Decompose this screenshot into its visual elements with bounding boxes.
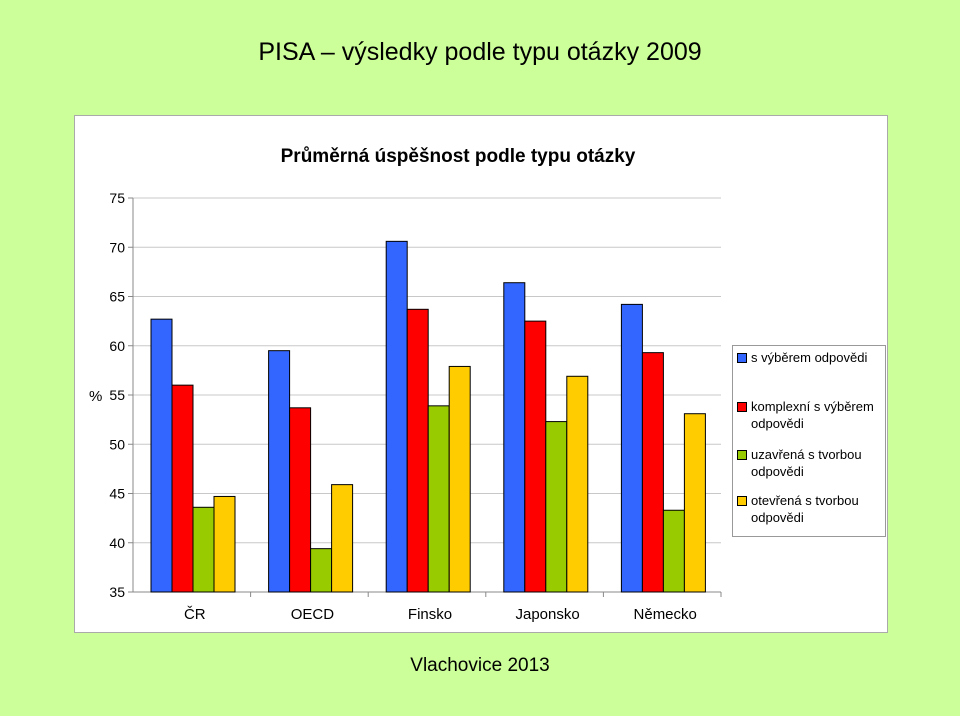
bar-3-4 <box>545 421 568 593</box>
slide-title: PISA – výsledky podle typu otázky 2009 <box>258 38 702 66</box>
y-tick-label: 65 <box>109 289 125 305</box>
y-tick-label: 35 <box>109 584 125 600</box>
x-tick-label: ČR <box>184 606 206 623</box>
y-tick-label: 70 <box>109 239 125 255</box>
y-tick-label: 75 <box>109 190 125 206</box>
bar-chart: Průměrná úspěšnost podle typu otázky 35 40… <box>89 146 722 623</box>
bar-4-2 <box>331 484 354 593</box>
y-tick-label: 60 <box>109 338 125 354</box>
bar-4-1 <box>213 495 236 593</box>
bar-2-2 <box>289 407 312 593</box>
bar-3-2 <box>310 548 333 593</box>
bar-4-4 <box>566 375 589 593</box>
chart-legend: s výběrem odpovědi komplexní s výběrem od… <box>732 345 886 537</box>
x-tick-label: Japonsko <box>515 606 579 623</box>
x-tick-label: OECD <box>291 606 335 623</box>
x-tick-label: Německo <box>634 606 697 623</box>
y-tick-label: 40 <box>109 535 125 551</box>
bar-3-1 <box>192 506 215 593</box>
footer-text: Vlachovice 2013 <box>410 655 550 676</box>
legend-swatch <box>737 353 747 363</box>
bar-1-2 <box>268 350 291 593</box>
bar-3-3 <box>427 405 450 593</box>
x-tick-label: Finsko <box>408 606 452 623</box>
bar-1-5 <box>620 303 643 593</box>
bar-2-1 <box>171 384 194 593</box>
legend-label: otevřená s tvorbou odpovědi <box>751 493 859 525</box>
bar-1-1 <box>150 318 173 593</box>
legend-swatch <box>737 496 747 506</box>
bar-1-3 <box>385 240 408 593</box>
bar-3-5 <box>662 509 685 593</box>
legend-swatch <box>737 450 747 460</box>
bar-1-4 <box>503 282 526 593</box>
y-axis-label: % <box>89 388 102 405</box>
y-tick-label: 45 <box>109 486 125 502</box>
bar-2-3 <box>406 308 429 593</box>
chart-title: Průměrná úspěšnost podle typu otázky <box>281 146 636 167</box>
bar-4-3 <box>448 365 471 593</box>
y-tick-label: 50 <box>109 436 125 452</box>
legend-swatch <box>737 402 747 412</box>
y-tick-label: 55 <box>109 387 125 403</box>
legend-label: uzavřená s tvorbou odpovědi <box>751 447 862 479</box>
legend-label: s výběrem odpovědi <box>751 350 868 365</box>
legend-label: komplexní s výběrem odpovědi <box>751 399 874 431</box>
bar-4-5 <box>683 413 706 593</box>
bar-2-5 <box>641 352 664 593</box>
bar-2-4 <box>524 320 547 593</box>
